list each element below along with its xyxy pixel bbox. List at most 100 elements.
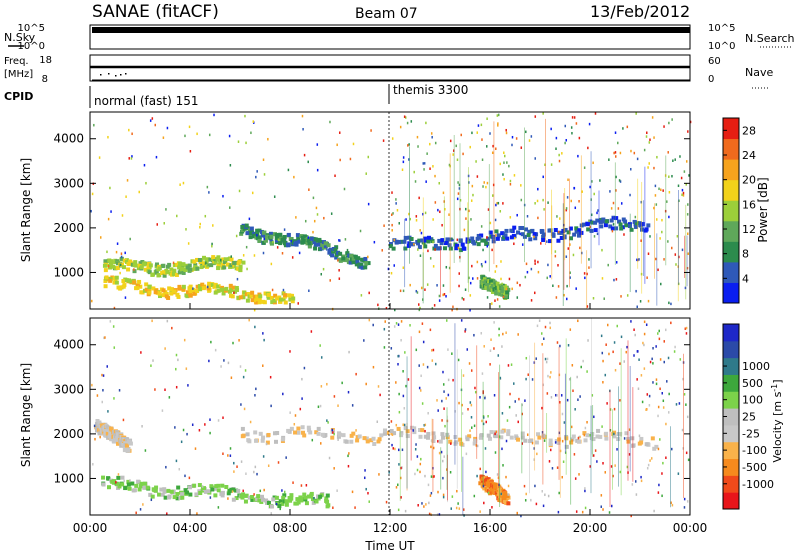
range-cell: [611, 215, 616, 220]
range-cell: [495, 265, 498, 268]
range-cell: [131, 132, 133, 136]
range-cell: [505, 493, 510, 498]
range-cell: [442, 293, 444, 297]
range-cell: [244, 114, 246, 118]
range-cell: [326, 503, 331, 508]
range-cell: [245, 472, 247, 475]
range-cell: [525, 492, 527, 496]
range-cell: [561, 439, 564, 443]
range-cell: [238, 295, 243, 300]
range-cell: [659, 387, 661, 391]
range-cell: [241, 260, 246, 265]
range-cell: [140, 260, 145, 265]
range-cell: [403, 407, 406, 410]
range-cell: [445, 397, 447, 400]
range-cell: [536, 324, 539, 328]
range-cell: [655, 257, 657, 261]
range-cell: [219, 284, 221, 287]
range-cell: [577, 439, 582, 444]
range-cell: [148, 263, 153, 268]
range-cell: [102, 374, 105, 377]
range-cell: [581, 190, 583, 193]
range-cell: [594, 112, 597, 115]
range-cell: [506, 419, 509, 422]
range-cell: [555, 296, 558, 299]
range-cell: [514, 400, 516, 403]
range-cell: [593, 228, 598, 233]
range-cell: [603, 297, 605, 300]
range-cell: [326, 248, 328, 251]
range-cell: [549, 375, 551, 379]
range-cell: [106, 365, 108, 368]
range-cell: [430, 349, 433, 352]
range-cell: [212, 261, 214, 264]
range-cell: [181, 287, 186, 292]
range-cell: [558, 153, 560, 157]
range-cell: [273, 293, 278, 298]
range-cell: [429, 167, 431, 170]
range-cell: [290, 299, 295, 304]
range-cell: [326, 243, 331, 248]
range-cell: [99, 236, 102, 239]
range-cell: [687, 130, 689, 133]
range-cell: [443, 455, 445, 458]
range-cell: [421, 502, 423, 505]
range-cell: [419, 306, 421, 310]
range-cell: [276, 235, 281, 240]
range-cell: [217, 506, 220, 509]
range-cell: [216, 483, 221, 488]
range-cell: [316, 431, 321, 436]
range-cell: [249, 293, 254, 298]
range-cell: [400, 338, 402, 342]
range-cell: [194, 447, 197, 450]
range-cell: [612, 201, 615, 205]
range-cell: [395, 423, 398, 427]
range-cell: [210, 487, 215, 492]
range-cell: [640, 374, 643, 377]
range-cell: [469, 294, 472, 297]
range-cell: [202, 486, 207, 491]
range-cell: [275, 238, 280, 243]
colorbar-segment: [723, 374, 739, 392]
range-cell: [227, 454, 229, 457]
range-cell: [214, 348, 217, 352]
range-cell: [208, 133, 211, 137]
range-cell: [497, 124, 499, 127]
range-cell: [239, 365, 242, 368]
range-cell: [216, 288, 221, 293]
range-cell: [407, 378, 410, 381]
range-cell: [540, 332, 543, 335]
range-cell: [444, 208, 446, 211]
range-cell: [267, 464, 270, 467]
range-cell: [589, 228, 594, 233]
range-cell: [245, 245, 248, 249]
range-cell: [401, 448, 404, 452]
range-cell: [295, 216, 297, 219]
range-cell: [529, 438, 534, 443]
range-cell: [548, 460, 551, 463]
range-cell: [201, 485, 204, 488]
range-cell: [216, 263, 221, 268]
range-cell: [564, 141, 566, 145]
range-cell: [183, 338, 186, 342]
range-cell: [277, 238, 280, 242]
range-cell: [495, 147, 497, 151]
range-cell: [234, 260, 239, 265]
range-cell: [397, 448, 400, 452]
range-cell: [241, 433, 246, 438]
range-cell: [305, 241, 310, 246]
range-cell: [364, 261, 369, 266]
range-cell: [270, 404, 272, 408]
range-cell: [486, 245, 489, 248]
range-cell: [685, 332, 688, 335]
range-cell: [431, 237, 433, 240]
range-cell: [439, 241, 444, 246]
range-cell: [577, 233, 582, 238]
range-cell: [101, 475, 106, 480]
range-cell: [426, 235, 431, 240]
range-cell: [221, 291, 226, 296]
range-cell: [364, 469, 366, 472]
range-cell: [296, 500, 301, 505]
range-cell: [352, 142, 355, 146]
range-cell: [493, 347, 495, 350]
